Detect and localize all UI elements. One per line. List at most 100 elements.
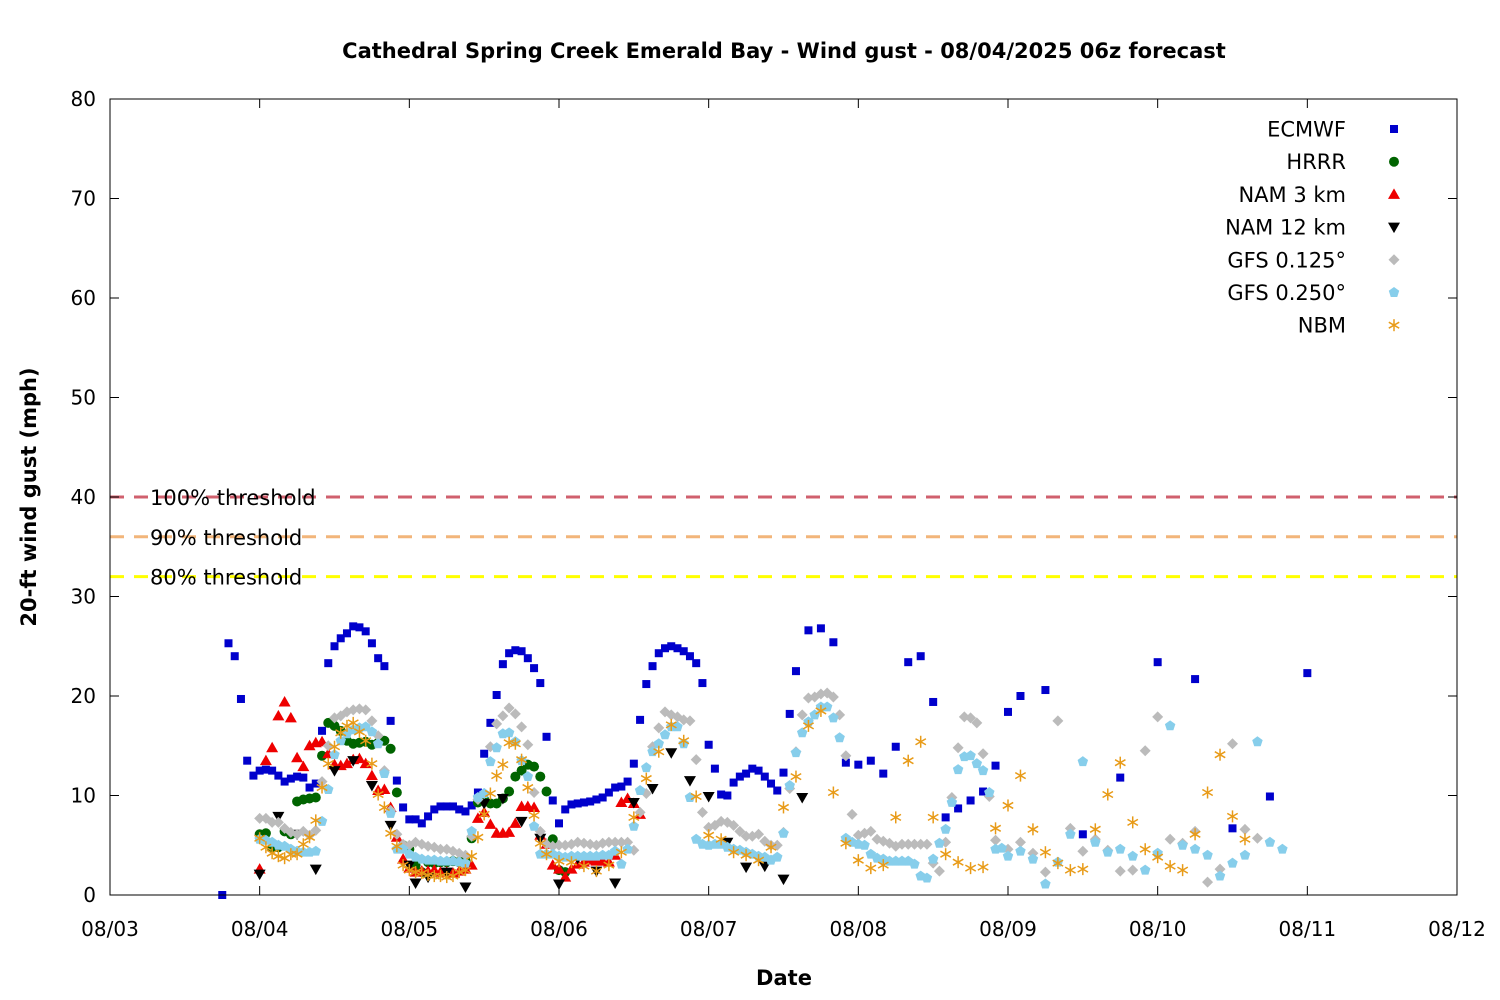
point-nbm [516,753,528,766]
x-tick-label: 08/04 [231,917,289,941]
point-nbm [840,837,852,850]
x-axis-title: Date [756,966,812,990]
point-ecmwf [729,778,738,787]
x-tick-label: 08/09 [979,917,1037,941]
point-gfs-0-250 [310,845,322,856]
point-nbm [322,757,334,770]
point-ecmwf [1078,830,1087,839]
point-nbm [703,829,715,842]
point-gfs-0-250 [323,784,334,794]
point-ecmwf [717,790,726,799]
point-ecmwf [467,801,476,810]
x-tick-label: 08/06 [530,917,588,941]
point-gfs-0-250 [366,726,378,737]
point-nbm [877,859,889,872]
point-nbm [291,848,303,861]
point-nbm [509,737,521,750]
point-nbm [1239,833,1251,846]
point-ecmwf [654,649,663,658]
point-nam-12-km [646,784,659,795]
point-gfs-0-250 [934,837,945,848]
point-nbm [1039,846,1051,859]
point-gfs-0-250 [1040,878,1051,889]
point-nbm [1226,810,1239,823]
point-nbm [940,848,952,861]
point-gfs-0-250 [828,712,839,723]
point-nbm [1102,788,1114,801]
point-nbm [478,808,490,821]
point-ecmwf [685,652,694,661]
point-ecmwf [324,659,333,668]
series-gfs-0-125 [254,687,1263,888]
point-nbm [752,854,765,867]
x-tick-label: 08/07 [680,917,738,941]
point-gfs-0-125 [753,828,765,840]
point-gfs-0-250 [790,747,802,758]
point-nbm [1089,823,1101,836]
point-ecmwf [523,654,532,663]
point-hrrr [510,771,521,782]
point-ecmwf [592,795,601,804]
point-gfs-0-125 [728,819,740,831]
point-nam-3-km [266,741,279,753]
point-gfs-0-250 [616,858,627,869]
point-nbm [865,862,877,875]
point-nbm [977,861,989,874]
point-gfs-0-125 [690,754,702,766]
point-ecmwf [661,644,670,653]
point-ecmwf [642,680,651,689]
point-gfs-0-250 [460,857,471,868]
point-gfs-0-250 [952,764,964,775]
point-ecmwf [698,679,707,688]
point-gfs-0-250 [977,765,989,776]
point-nbm [534,837,546,850]
point-gfs-0-125 [653,722,665,734]
point-gfs-0-125 [933,865,945,877]
legend-label: HRRR [1286,150,1346,174]
point-ecmwf [530,664,539,673]
point-ecmwf [692,659,701,668]
point-ecmwf [629,759,638,768]
point-nam-12-km [609,878,622,890]
point-nbm [665,718,677,731]
point-nbm [1164,860,1176,873]
point-gfs-0-250 [1115,843,1126,854]
point-gfs-0-250 [1277,843,1288,854]
point-ecmwf [573,799,582,808]
point-ecmwf [349,622,358,631]
point-ecmwf [561,805,570,814]
point-hrrr [529,761,540,772]
point-gfs-0-250 [379,768,390,779]
point-gfs-0-125 [553,839,565,851]
point-nam-12-km [702,791,715,803]
point-ecmwf [636,715,645,724]
point-nam-12-km [459,882,472,894]
point-gfs-0-125 [254,812,266,824]
point-ecmwf [966,796,975,805]
point-ecmwf [673,644,682,653]
point-ecmwf [1116,773,1125,782]
point-ecmwf [399,803,408,812]
point-gfs-0-250 [796,727,808,738]
point-nbm [316,781,328,794]
point-gfs-0-125 [908,838,920,850]
point-gfs-0-125 [1214,863,1226,875]
point-hrrr [541,786,552,797]
point-nbm [353,725,366,738]
point-gfs-0-125 [952,742,964,754]
legend: ECMWF HRRR NAM 3 km NAM 12 km GFS 0.125° GFS … [1225,118,1400,338]
point-gfs-0-250 [1164,720,1176,731]
legend-label: ECMWF [1267,118,1346,142]
point-ecmwf [879,769,888,778]
point-nam-12-km [409,878,422,890]
point-gfs-0-250 [503,727,515,738]
point-gfs-0-250 [971,758,983,769]
point-gfs-0-125 [1114,865,1126,877]
point-ecmwf [442,802,451,811]
point-gfs-0-125 [1239,823,1251,835]
point-ecmwf [567,800,576,809]
point-ecmwf [1228,824,1237,833]
legend-label: NAM 3 km [1238,183,1346,207]
point-gfs-0-125 [266,816,278,828]
point-nbm [678,734,690,747]
